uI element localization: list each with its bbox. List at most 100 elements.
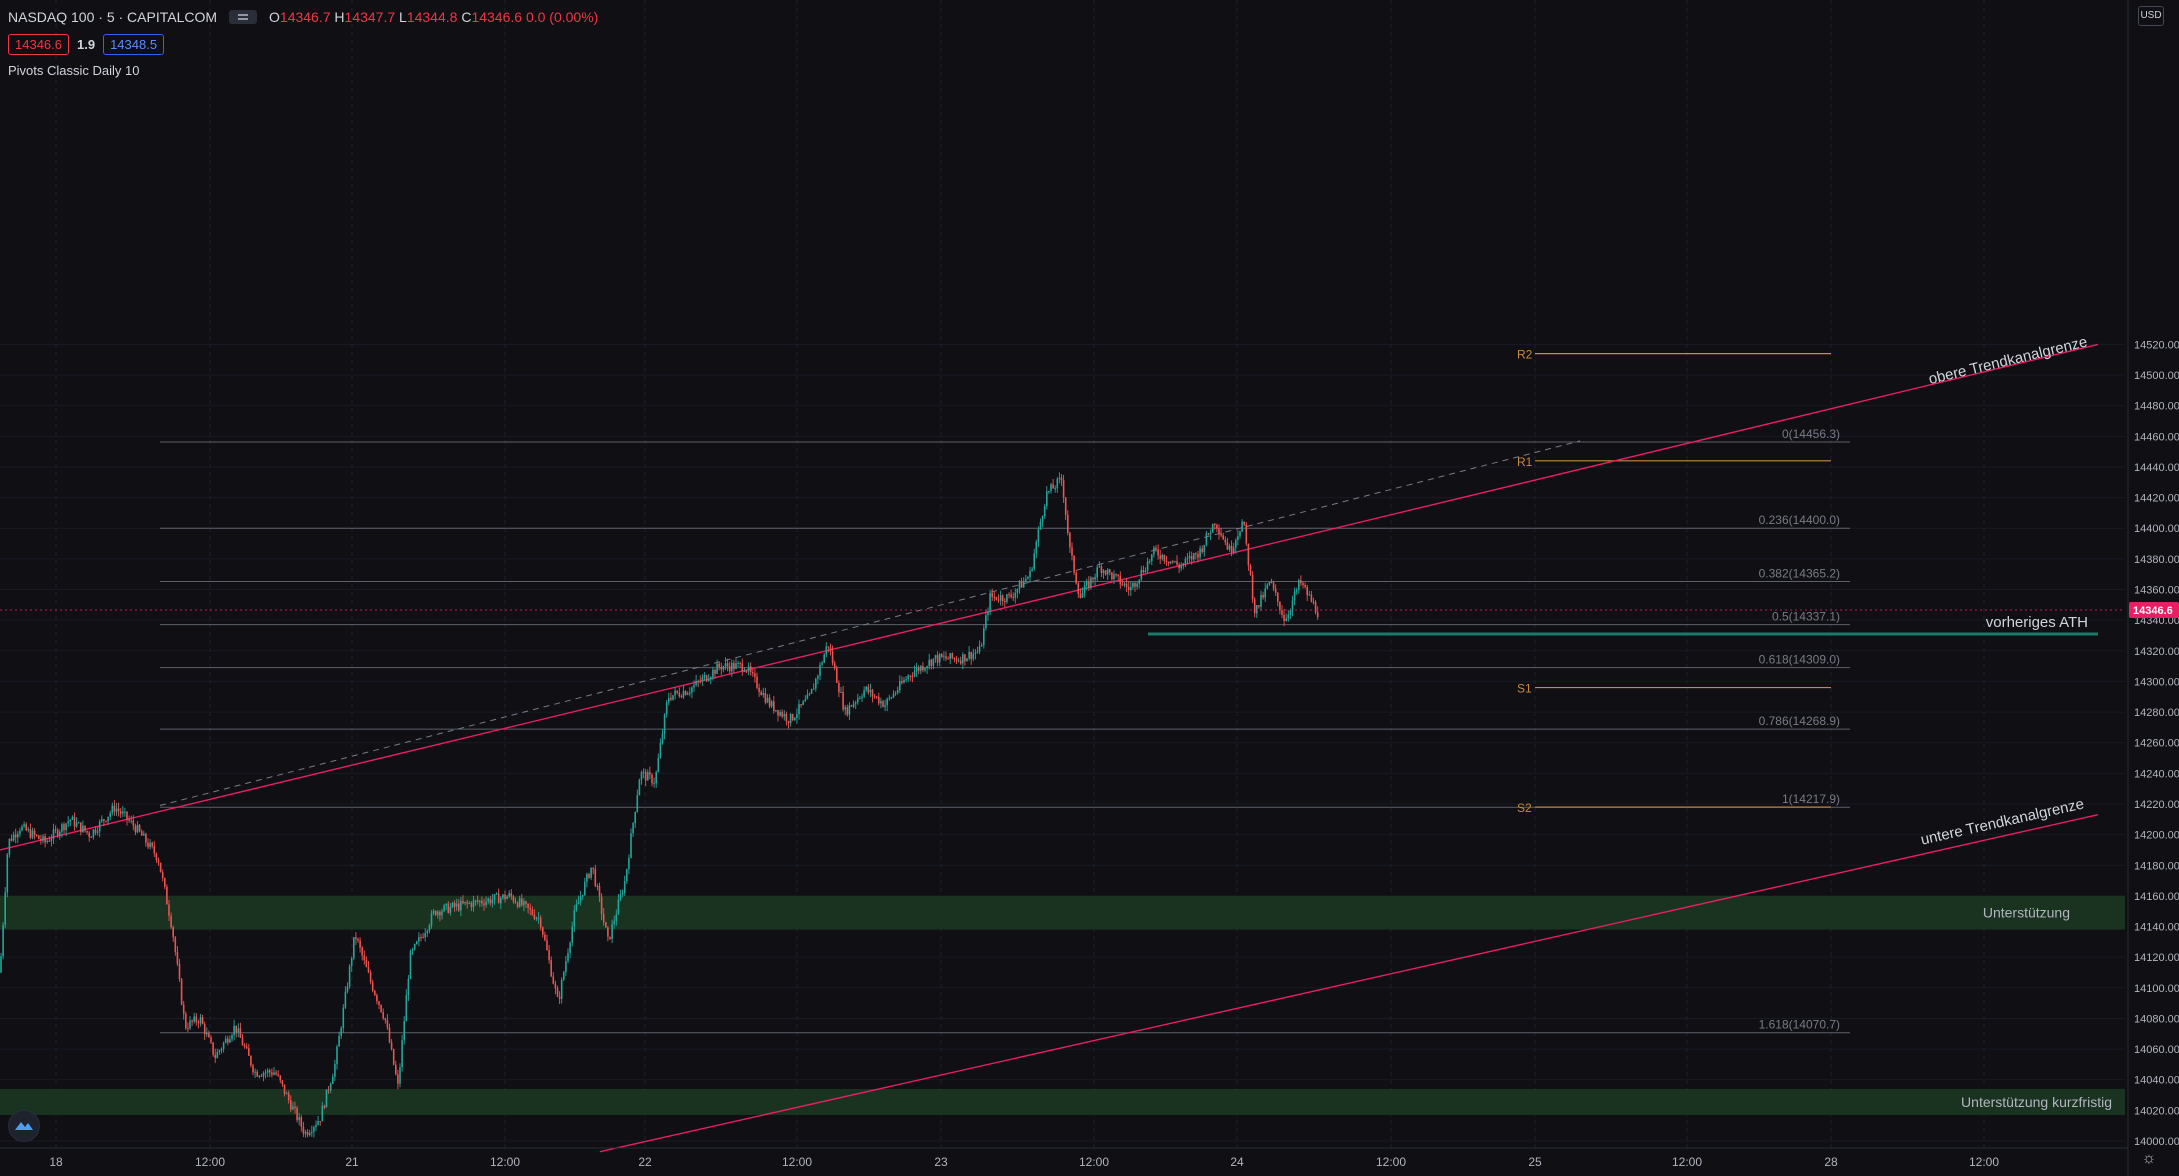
candle-body (617, 899, 620, 915)
candle-body (359, 940, 361, 948)
candle-body (1100, 566, 1103, 573)
bid-ask-row: 14346.6 1.9 14348.5 (8, 34, 165, 55)
candle-body (321, 1105, 324, 1122)
candle-body (231, 1035, 233, 1040)
price-axis[interactable]: 14520.00 14500.00 14480.00 14460.00 14440.00… (2127, 0, 2179, 1176)
candle-body (336, 1046, 338, 1065)
candle-body (462, 900, 464, 904)
candle-body (1232, 547, 1235, 553)
candle-body (63, 824, 65, 831)
candle-body (584, 881, 586, 895)
pivot-label: S1 (1517, 682, 1532, 696)
candle-body (407, 978, 410, 996)
candle-body (451, 902, 454, 907)
candle-body (1197, 553, 1199, 558)
candle-body (338, 1035, 340, 1047)
time-tick-label: 12:00 (1079, 1155, 1109, 1169)
candle-body (770, 701, 773, 707)
buy-price-button[interactable]: 14348.5 (103, 34, 165, 55)
candle-body (1079, 593, 1082, 598)
candle-body (878, 696, 880, 704)
candle-body (775, 710, 777, 712)
candle-body (1260, 594, 1262, 607)
candle-body (693, 685, 695, 688)
candle-body (1203, 544, 1206, 553)
legend-menu-icon[interactable] (229, 10, 258, 24)
candle-body (1151, 554, 1153, 561)
candle-body (176, 951, 179, 964)
lower-trend-line[interactable] (599, 814, 2099, 1153)
time-axis[interactable]: 18 12:00 21 12:00 22 12:00 23 12:00 24 12:00 25 12:… (0, 1147, 2128, 1169)
gear-icon[interactable]: ☼ (2141, 1150, 2157, 1167)
candle-body (56, 829, 59, 836)
candle-body (174, 937, 177, 952)
candle-body (1132, 582, 1134, 588)
price-tick-label: 14340.00 (2134, 615, 2179, 627)
upper-trend-line[interactable] (0, 343, 2099, 851)
fib-level-label: 0.618(14309.0) (1759, 653, 1840, 667)
candle-body (346, 986, 349, 992)
candle-body (348, 966, 351, 987)
symbol-title[interactable]: NASDAQ 100 · 5 · CAPITALCOM (8, 9, 218, 25)
candle-body (311, 1131, 313, 1133)
candle-body (1041, 515, 1044, 523)
candle-body (613, 921, 615, 925)
price-tick-label: 14160.00 (2134, 891, 2179, 903)
candle-body (901, 680, 903, 683)
candle-body (75, 822, 78, 827)
candle-body (279, 1075, 282, 1081)
candle-body (1314, 602, 1317, 613)
candle-body (508, 893, 510, 897)
candle-body (317, 1121, 319, 1125)
candle-body (880, 701, 882, 704)
candle-body (1220, 533, 1222, 536)
candle-body (634, 811, 636, 824)
candle-body (275, 1072, 277, 1075)
candle-body (392, 1049, 395, 1065)
candle-body (657, 757, 660, 772)
fib-level-label: 0.5(14337.1) (1772, 610, 1840, 624)
candle-body (126, 811, 128, 820)
candle-body (754, 673, 756, 677)
candle-body (1144, 570, 1147, 573)
time-tick-label: 12:00 (1969, 1155, 1999, 1169)
currency-badge[interactable]: USD (2138, 6, 2164, 26)
candle-body (1174, 561, 1176, 563)
candle-body (313, 1126, 315, 1132)
indicator-legend[interactable]: Pivots Classic Daily 10 (8, 63, 140, 78)
candle-body (510, 893, 513, 897)
candle-body (1106, 569, 1109, 575)
time-tick-label: 12:00 (195, 1155, 225, 1169)
last-price-label: 14346.6 (2133, 605, 2173, 617)
ohlc-values: O14346.7 H14347.7 L14344.8 C14346.6 0.0 … (269, 9, 599, 25)
candle-body (210, 1037, 212, 1043)
price-tick-label: 14300.00 (2134, 676, 2179, 688)
pivot-label: R1 (1517, 455, 1533, 469)
candle-body (682, 691, 685, 698)
candle-body (951, 653, 954, 659)
candle-body (1205, 533, 1208, 545)
candle-body (67, 821, 69, 824)
candle-body (1090, 577, 1092, 588)
candle-body (130, 820, 132, 822)
candle-body (31, 830, 34, 838)
legend-header: NASDAQ 100 · 5 · CAPITALCOM O14346.7 H14… (8, 7, 598, 27)
candle-body (134, 825, 137, 833)
candle-body (686, 693, 689, 695)
sell-price-button[interactable]: 14346.6 (8, 34, 69, 55)
candle-body (1190, 556, 1193, 560)
candle-body (411, 949, 414, 952)
candle-body (739, 662, 741, 664)
candle-body (153, 846, 156, 854)
candle-body (1287, 614, 1290, 619)
candle-body (1060, 477, 1063, 481)
candle-body (966, 658, 968, 662)
candle-body (495, 893, 498, 895)
parallel-dashed-line[interactable] (159, 440, 1581, 806)
candle-body (623, 881, 626, 894)
candle-body (1010, 594, 1012, 598)
candle-body (138, 825, 141, 832)
candle-body (1306, 587, 1308, 596)
candle-body (867, 686, 870, 693)
